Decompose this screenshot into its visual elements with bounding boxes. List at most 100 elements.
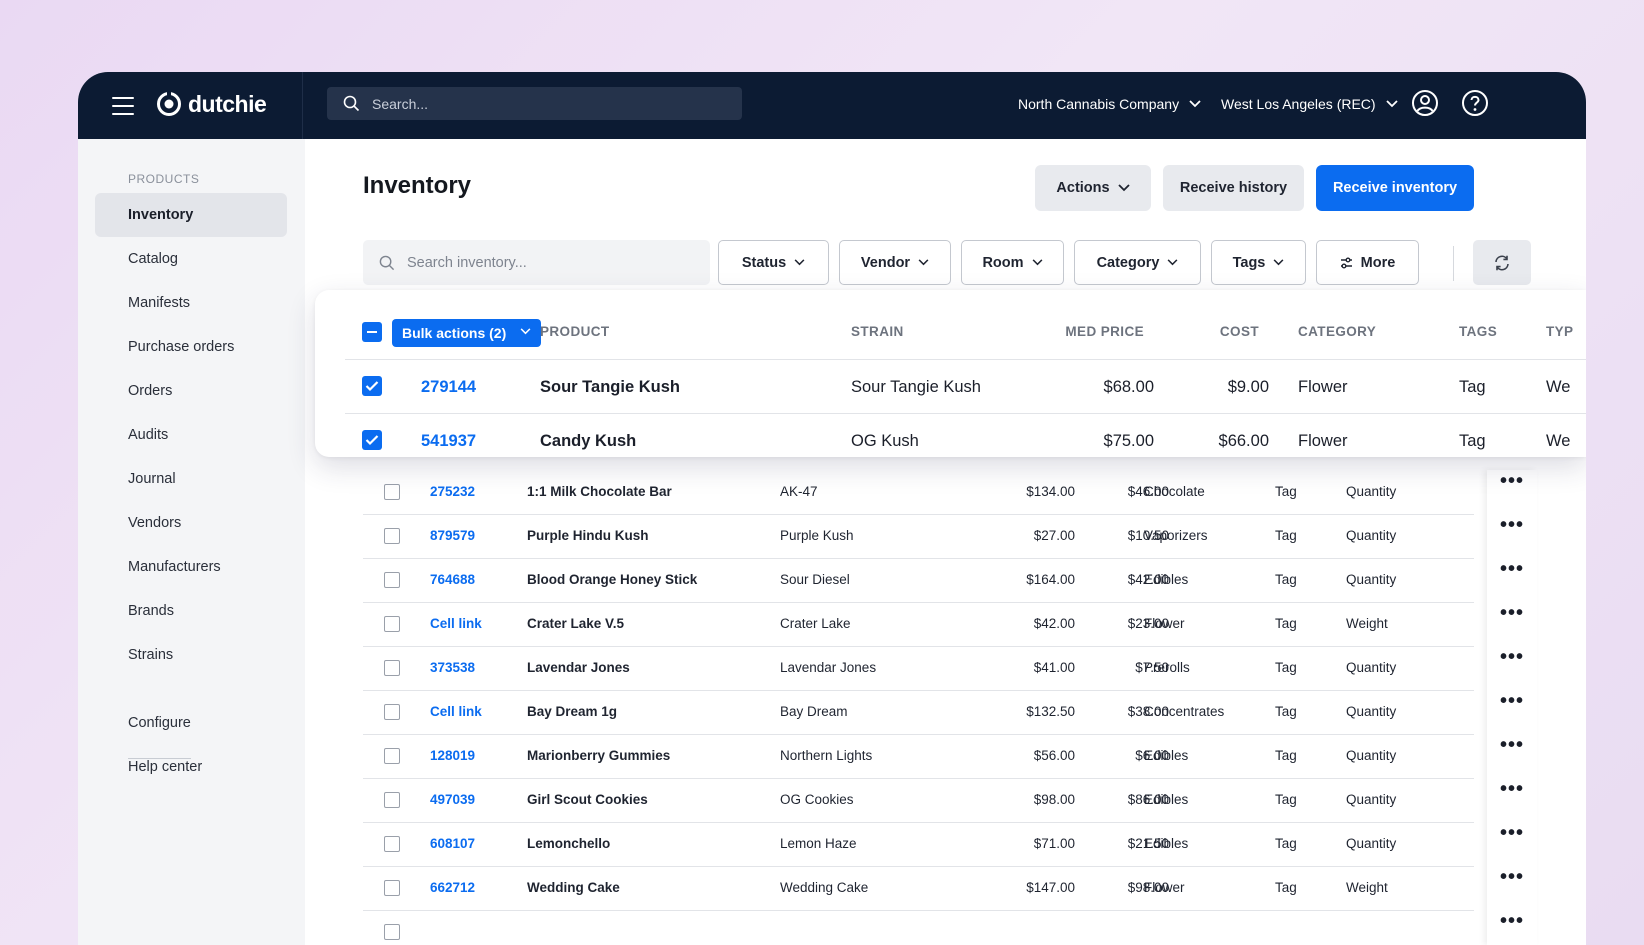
row-checkbox[interactable] [384, 880, 400, 896]
filter-status[interactable]: Status [718, 240, 829, 285]
selected-row[interactable]: 541937 Candy Kush OG Kush $75.00 $66.00 … [345, 413, 1586, 457]
row-checkbox[interactable] [384, 616, 400, 632]
row-id-link[interactable]: 879579 [430, 528, 476, 543]
column-header-type[interactable]: TYP [1546, 324, 1574, 339]
row-id-link[interactable]: 128019 [430, 748, 476, 763]
row-checkbox[interactable] [384, 660, 400, 676]
more-options-icon[interactable]: ••• [1499, 602, 1524, 624]
sidebar-item-strains[interactable]: Strains [128, 647, 174, 663]
hamburger-menu-icon[interactable] [112, 93, 134, 115]
sidebar-item-journal[interactable]: Journal [128, 471, 176, 487]
more-options-icon[interactable]: ••• [1499, 910, 1524, 932]
sidebar-item-manifests[interactable]: Manifests [128, 295, 191, 311]
more-options-icon[interactable]: ••• [1499, 778, 1524, 800]
row-checkbox[interactable] [384, 836, 400, 852]
table-row[interactable]: 497039 Girl Scout Cookies OG Cookies $98… [363, 778, 1474, 823]
sidebar-section-label: PRODUCTS [128, 172, 200, 186]
row-id-link[interactable]: 279144 [421, 378, 477, 396]
table-row[interactable]: 764688 Blood Orange Honey Stick Sour Die… [363, 558, 1474, 603]
more-options-icon[interactable]: ••• [1499, 514, 1524, 536]
row-product: Bay Dream 1g [527, 704, 618, 719]
row-id-link[interactable]: 764688 [430, 572, 476, 587]
column-header-product[interactable]: PRODUCT [540, 324, 610, 339]
filter-room[interactable]: Room [961, 240, 1064, 285]
more-options-icon[interactable]: ••• [1499, 690, 1524, 712]
row-id-link[interactable]: 541937 [421, 432, 477, 450]
inventory-search-input[interactable]: Search inventory... [363, 240, 710, 285]
row-id-link[interactable]: 662712 [430, 880, 476, 895]
table-row[interactable]: 662712 Wedding Cake Wedding Cake $147.00… [363, 866, 1474, 911]
column-header-strain[interactable]: STRAIN [851, 324, 904, 339]
table-row[interactable]: 128019 Marionberry Gummies Northern Ligh… [363, 734, 1474, 779]
row-id-link[interactable]: 497039 [430, 792, 476, 807]
filter-category[interactable]: Category [1074, 240, 1201, 285]
chevron-down-icon [918, 259, 929, 266]
refresh-button[interactable] [1473, 240, 1531, 285]
row-id-link[interactable]: 608107 [430, 836, 476, 851]
row-checkbox[interactable] [384, 748, 400, 764]
row-checkbox[interactable] [384, 572, 400, 588]
sidebar-item-configure[interactable]: Configure [128, 715, 191, 731]
row-id-link[interactable]: 373538 [430, 660, 476, 675]
row-id-link[interactable]: 275232 [430, 484, 476, 499]
more-options-icon[interactable]: ••• [1499, 646, 1524, 668]
brand-logo[interactable]: dutchie [156, 86, 267, 122]
row-checkbox[interactable] [384, 924, 400, 940]
sidebar-item-manufacturers[interactable]: Manufacturers [128, 559, 221, 575]
user-account-icon[interactable] [1411, 89, 1439, 117]
column-header-tags[interactable]: TAGS [1459, 324, 1498, 339]
row-med-price: $71.00 [1033, 836, 1075, 851]
location-selector[interactable]: West Los Angeles (REC) [1221, 96, 1398, 112]
more-options-icon[interactable]: ••• [1499, 470, 1524, 492]
row-strain: Sour Tangie Kush [851, 378, 981, 396]
actions-button[interactable]: Actions [1035, 165, 1151, 211]
row-checkbox[interactable] [384, 484, 400, 500]
row-product: Crater Lake V.5 [527, 616, 625, 631]
sidebar-item-inventory[interactable]: Inventory [95, 193, 287, 237]
selected-row[interactable]: 279144 Sour Tangie Kush Sour Tangie Kush… [345, 359, 1586, 414]
row-checkbox-checked[interactable] [362, 376, 382, 396]
more-options-icon[interactable]: ••• [1499, 866, 1524, 888]
sidebar-item-audits[interactable]: Audits [128, 427, 169, 443]
row-id-link[interactable]: Cell link [430, 704, 482, 719]
column-header-med-price[interactable]: MED PRICE [1065, 324, 1144, 339]
row-checkbox[interactable] [384, 704, 400, 720]
select-all-checkbox[interactable] [362, 322, 382, 342]
global-search[interactable] [327, 87, 742, 120]
row-checkbox[interactable] [384, 528, 400, 544]
column-header-category[interactable]: CATEGORY [1298, 324, 1377, 339]
more-options-icon[interactable]: ••• [1499, 558, 1524, 580]
sidebar-item-vendors[interactable]: Vendors [128, 515, 182, 531]
filter-more[interactable]: More [1316, 240, 1419, 285]
global-search-input[interactable] [370, 94, 714, 113]
bulk-actions-button[interactable]: Bulk actions (2) [392, 319, 541, 347]
more-options-icon[interactable]: ••• [1499, 734, 1524, 756]
row-checkbox[interactable] [384, 792, 400, 808]
sidebar-item-catalog[interactable]: Catalog [128, 251, 178, 267]
receive-history-button[interactable]: Receive history [1163, 165, 1304, 211]
sidebar-item-purchase-orders[interactable]: Purchase orders [128, 339, 235, 355]
receive-inventory-button[interactable]: Receive inventory [1316, 165, 1474, 211]
filter-vendor[interactable]: Vendor [839, 240, 951, 285]
row-actions-column [1487, 470, 1537, 945]
table-row[interactable]: 879579 Purple Hindu Kush Purple Kush $27… [363, 514, 1474, 559]
help-icon[interactable] [1461, 89, 1489, 117]
table-row[interactable]: 608107 Lemonchello Lemon Haze $71.00 $21… [363, 822, 1474, 867]
chevron-down-icon [1273, 259, 1284, 266]
sidebar-item-help-center[interactable]: Help center [128, 759, 203, 775]
company-selector[interactable]: North Cannabis Company [1018, 96, 1201, 112]
table-row[interactable]: Cell link Bay Dream 1g Bay Dream $132.50… [363, 690, 1474, 735]
column-header-cost[interactable]: COST [1219, 324, 1259, 339]
table-row[interactable] [363, 910, 1474, 945]
table-row[interactable]: Cell link Crater Lake V.5 Crater Lake $4… [363, 602, 1474, 647]
row-strain: Wedding Cake [780, 880, 869, 895]
filter-tags[interactable]: Tags [1211, 240, 1306, 285]
sidebar-item-orders[interactable]: Orders [128, 383, 173, 399]
table-row[interactable]: 373538 Lavendar Jones Lavendar Jones $41… [363, 646, 1474, 691]
table-row[interactable]: 275232 1:1 Milk Chocolate Bar AK-47 $134… [363, 470, 1474, 515]
checkmark-icon [365, 381, 379, 392]
row-id-link[interactable]: Cell link [430, 616, 482, 631]
sidebar-item-brands[interactable]: Brands [128, 603, 174, 619]
row-checkbox-checked[interactable] [362, 430, 382, 450]
more-options-icon[interactable]: ••• [1499, 822, 1524, 844]
